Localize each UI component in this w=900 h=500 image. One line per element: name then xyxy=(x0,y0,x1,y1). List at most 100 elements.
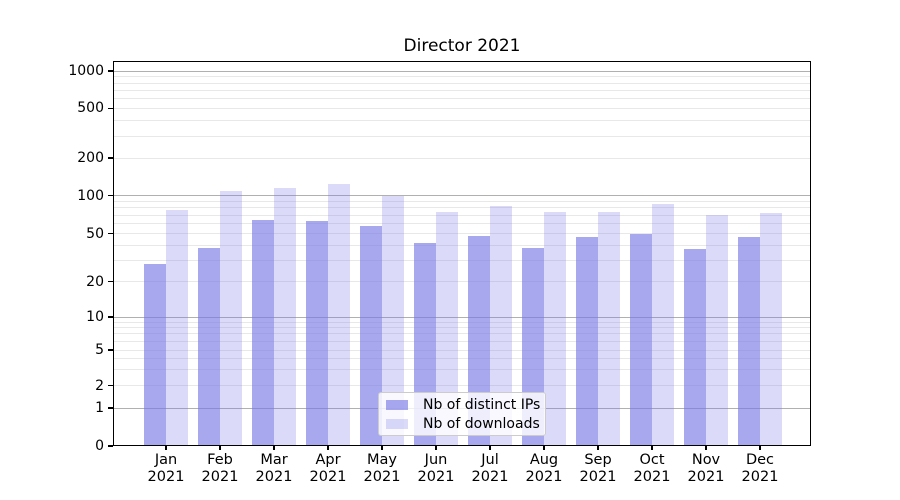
x-tick-mark xyxy=(165,446,167,450)
y-tick-mark xyxy=(108,280,113,283)
y-tick-label: 1 xyxy=(95,400,104,416)
bar-distinct-ips-jan xyxy=(144,263,166,446)
minor-gridline xyxy=(113,321,811,323)
x-tick-mark xyxy=(543,446,545,450)
minor-gridline xyxy=(113,233,811,234)
minor-gridline xyxy=(113,120,811,122)
y-tick-mark xyxy=(108,157,113,159)
x-tick-label: Jan 2021 xyxy=(147,452,185,485)
x-tick-mark xyxy=(381,446,383,450)
x-tick-mark xyxy=(759,446,761,450)
major-gridline xyxy=(113,70,811,72)
x-tick-mark xyxy=(219,446,221,450)
legend-swatch-distinct-ips xyxy=(386,399,408,410)
y-tick-label: 200 xyxy=(77,150,104,167)
x-tick-label: Sep 2021 xyxy=(579,452,617,485)
x-tick-label: Jun 2021 xyxy=(417,452,455,485)
bar-downloads-jun xyxy=(436,212,458,446)
minor-gridline xyxy=(113,333,811,335)
x-tick-label: Nov 2021 xyxy=(687,452,725,485)
minor-gridline xyxy=(113,223,811,224)
x-tick-mark xyxy=(273,446,275,450)
x-tick-label: Mar 2021 xyxy=(255,452,293,485)
minor-gridline xyxy=(113,340,811,342)
minor-gridline xyxy=(113,89,811,91)
x-tick-mark xyxy=(651,446,653,450)
minor-gridline xyxy=(113,259,811,261)
major-gridline xyxy=(113,316,811,318)
x-tick-label: Apr 2021 xyxy=(309,452,347,485)
y-tick-label: 100 xyxy=(77,187,104,204)
minor-gridline xyxy=(113,98,811,100)
x-tick-mark xyxy=(705,446,707,450)
x-tick-label: Feb 2021 xyxy=(201,452,239,485)
minor-gridline xyxy=(113,327,811,329)
bar-distinct-ips-mar xyxy=(252,219,274,446)
minor-gridline xyxy=(113,107,811,109)
x-tick-label: May 2021 xyxy=(363,452,401,485)
bar-downloads-dec xyxy=(760,212,782,446)
y-tick-label: 0 xyxy=(95,438,104,454)
x-tick-mark xyxy=(489,446,491,450)
bar-downloads-apr xyxy=(328,183,350,446)
y-tick-mark xyxy=(108,194,113,197)
bar-distinct-ips-oct xyxy=(630,233,652,446)
x-tick-label: Oct 2021 xyxy=(633,452,671,485)
y-tick-label: 50 xyxy=(86,225,104,242)
minor-gridline xyxy=(113,281,811,282)
bar-distinct-ips-dec xyxy=(738,236,760,446)
y-tick-label: 20 xyxy=(86,273,104,290)
y-tick-label: 5 xyxy=(95,342,104,358)
y-tick-mark xyxy=(108,316,113,318)
minor-gridline xyxy=(113,349,811,351)
bar-distinct-ips-sep xyxy=(576,236,598,446)
bar-distinct-ips-may xyxy=(360,226,382,446)
x-tick-mark xyxy=(435,446,437,450)
y-tick-label: 10 xyxy=(86,309,104,325)
x-tick-mark xyxy=(597,446,599,450)
major-gridline xyxy=(113,195,811,196)
legend-item-distinct-ips: Nb of distinct IPs xyxy=(386,395,541,414)
minor-gridline xyxy=(113,157,811,159)
minor-gridline xyxy=(113,358,811,360)
bar-distinct-ips-apr xyxy=(306,220,328,446)
x-tick-mark xyxy=(327,446,329,450)
bar-downloads-may xyxy=(382,195,404,446)
minor-gridline xyxy=(113,135,811,137)
y-tick-label: 500 xyxy=(77,100,104,117)
chart-title: Director 2021 xyxy=(403,36,521,56)
bar-downloads-jul xyxy=(490,206,512,446)
minor-gridline xyxy=(113,214,811,216)
x-tick-label: Aug 2021 xyxy=(525,452,563,485)
minor-gridline xyxy=(113,82,811,84)
bar-distinct-ips-nov xyxy=(684,249,706,446)
y-tick-mark xyxy=(108,232,113,235)
minor-gridline xyxy=(113,369,811,371)
bar-downloads-sep xyxy=(598,212,620,446)
minor-gridline xyxy=(113,385,811,386)
legend-item-downloads: Nb of downloads xyxy=(386,414,540,433)
y-tick-mark xyxy=(108,107,113,110)
bar-downloads-jan xyxy=(166,209,188,446)
minor-gridline xyxy=(113,207,811,209)
y-tick-mark xyxy=(108,384,113,387)
y-tick-label: 2 xyxy=(95,377,104,394)
legend-label-distinct-ips: Nb of distinct IPs xyxy=(423,396,541,413)
y-tick-label: 1000 xyxy=(68,63,104,79)
y-tick-mark xyxy=(108,70,113,72)
bar-downloads-aug xyxy=(544,212,566,446)
minor-gridline xyxy=(113,76,811,78)
minor-gridline xyxy=(113,200,811,202)
bar-downloads-feb xyxy=(220,191,242,446)
bar-downloads-nov xyxy=(706,215,728,446)
x-tick-label: Dec 2021 xyxy=(741,452,779,485)
bar-distinct-ips-feb xyxy=(198,247,220,446)
y-tick-mark xyxy=(108,407,113,409)
bar-downloads-mar xyxy=(274,187,296,446)
y-tick-mark xyxy=(108,349,113,351)
legend: Nb of distinct IPs Nb of downloads xyxy=(378,392,546,436)
minor-gridline xyxy=(113,244,811,246)
legend-label-downloads: Nb of downloads xyxy=(423,415,540,432)
bar-downloads-oct xyxy=(652,204,674,446)
